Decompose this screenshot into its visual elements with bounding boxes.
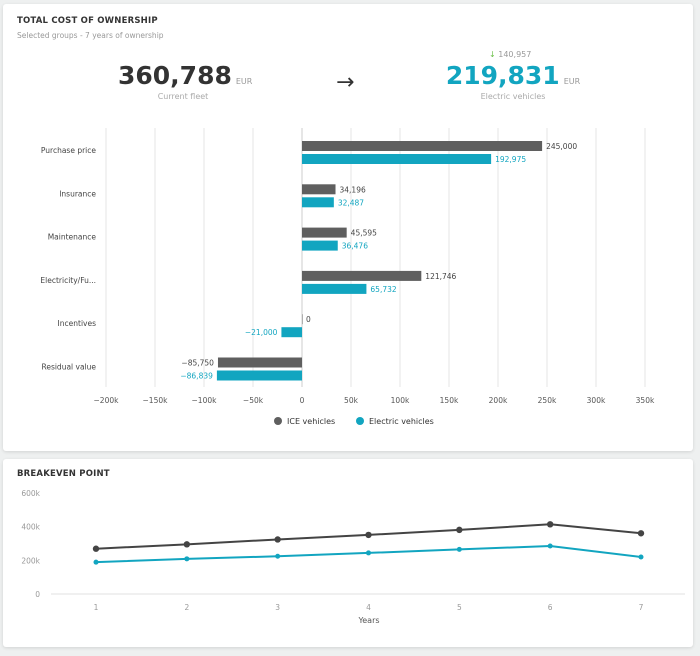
data-point xyxy=(456,546,462,552)
bar-ev xyxy=(216,370,302,381)
data-point xyxy=(184,556,190,562)
data-point xyxy=(365,531,372,539)
data-label: 121,746 xyxy=(425,272,456,281)
data-label: 0 xyxy=(306,315,311,324)
data-label: 65,732 xyxy=(370,285,396,294)
data-label: 34,196 xyxy=(340,185,366,194)
tco-card: TOTAL COST OF OWNERSHIP Selected groups … xyxy=(3,4,693,451)
x-tick-label: 150k xyxy=(440,396,459,405)
unit: EUR xyxy=(235,77,253,86)
ev-label: Electric vehicles xyxy=(480,92,546,101)
data-label: −85,750 xyxy=(181,359,214,368)
x-tick-label: 300k xyxy=(587,396,606,405)
y-tick-label: 600k xyxy=(21,489,40,498)
legend-label: Electric vehicles xyxy=(369,417,434,426)
x-tick-label: 250k xyxy=(538,396,557,405)
category-label: Incentives xyxy=(58,319,97,328)
x-tick-label: 200k xyxy=(489,396,508,405)
y-tick-label: 400k xyxy=(21,523,40,532)
tco-subtitle: Selected groups - 7 years of ownership xyxy=(17,31,164,40)
x-tick-label: 7 xyxy=(639,603,644,612)
savings: ↓ 140,957 xyxy=(489,50,531,59)
data-label: −21,000 xyxy=(245,328,278,337)
breakeven-card: BREAKEVEN POINT 0 200k 400k 600k 1 2 3 4 5 6 7 Year… xyxy=(3,459,693,647)
data-label: 32,487 xyxy=(338,198,364,207)
current-fleet-label: Current fleet xyxy=(157,92,209,101)
current-fleet-kpi: 360,788 EUR Current fleet xyxy=(118,61,252,101)
x-tick-label: 1 xyxy=(94,603,99,612)
data-label: 192,975 xyxy=(495,155,526,164)
category-label: Insurance xyxy=(59,189,96,198)
unit: EUR xyxy=(563,77,581,86)
data-point xyxy=(93,559,99,565)
bar-ice xyxy=(217,357,302,368)
bar-ice xyxy=(302,141,543,151)
bar-ice xyxy=(302,270,422,281)
data-point xyxy=(92,545,100,552)
y-tick-label: 200k xyxy=(21,556,40,565)
breakeven-title: BREAKEVEN POINT xyxy=(17,469,110,479)
savings-value: 140,957 xyxy=(498,50,532,59)
tco-title: TOTAL COST OF OWNERSHIP xyxy=(17,16,158,26)
category-label: Purchase price xyxy=(41,146,96,155)
bar-ice xyxy=(302,227,347,238)
y-tick-label: 0 xyxy=(35,590,40,599)
data-point xyxy=(456,526,463,534)
current-fleet-value: 360,788 xyxy=(118,61,232,90)
data-label: 45,595 xyxy=(351,229,377,238)
bar-ice xyxy=(302,184,336,195)
x-tick-label: 0 xyxy=(300,396,305,405)
data-label: 245,000 xyxy=(546,142,577,151)
bar-ev xyxy=(281,327,302,338)
category-label: Maintenance xyxy=(48,233,97,242)
arrow-right-icon: → xyxy=(336,70,355,95)
x-tick-label: −200k xyxy=(94,396,120,405)
bar-ev xyxy=(302,240,338,251)
data-point xyxy=(547,543,553,549)
bar-ev xyxy=(302,197,334,208)
legend-label: ICE vehicles xyxy=(287,417,335,426)
category-label: Electricity/Fu... xyxy=(40,276,96,285)
x-axis-title: Years xyxy=(357,616,379,625)
data-point xyxy=(546,521,554,528)
data-label: −86,839 xyxy=(180,372,213,381)
ev-value: 219,831 xyxy=(445,61,560,90)
cost-bar-chart: −200k −150k −100k −50k 0 50k 100k 150k 200k 250k 3… xyxy=(40,128,655,426)
x-tick-label: 2 xyxy=(184,603,189,612)
category-label: Residual value xyxy=(41,363,96,372)
x-tick-label: 4 xyxy=(366,603,371,612)
x-tick-label: −150k xyxy=(143,396,169,405)
bar-ev xyxy=(302,283,367,294)
ev-kpi: 219,831 EUR Electric vehicles xyxy=(443,61,583,101)
x-tick-label: −50k xyxy=(243,396,264,405)
x-tick-label: 100k xyxy=(391,396,410,405)
data-point xyxy=(637,530,645,537)
data-point xyxy=(274,536,281,543)
legend-marker xyxy=(356,417,364,425)
data-point xyxy=(366,550,371,556)
data-label: 36,476 xyxy=(342,242,368,251)
data-point xyxy=(275,553,281,559)
x-tick-label: 3 xyxy=(275,603,280,612)
breakeven-line-chart: 0 200k 400k 600k 1 2 3 4 5 6 7 Years xyxy=(21,489,685,625)
bar-ev xyxy=(302,154,492,164)
bar-ice xyxy=(302,314,303,325)
data-point xyxy=(638,554,644,560)
x-tick-label: 350k xyxy=(636,396,655,405)
x-tick-label: 5 xyxy=(457,603,462,612)
x-tick-label: 6 xyxy=(548,603,553,612)
arrow-down-icon: ↓ xyxy=(489,50,496,59)
legend-marker xyxy=(274,417,282,425)
x-tick-label: 50k xyxy=(344,396,359,405)
x-tick-label: −100k xyxy=(192,396,218,405)
data-point xyxy=(183,541,191,548)
